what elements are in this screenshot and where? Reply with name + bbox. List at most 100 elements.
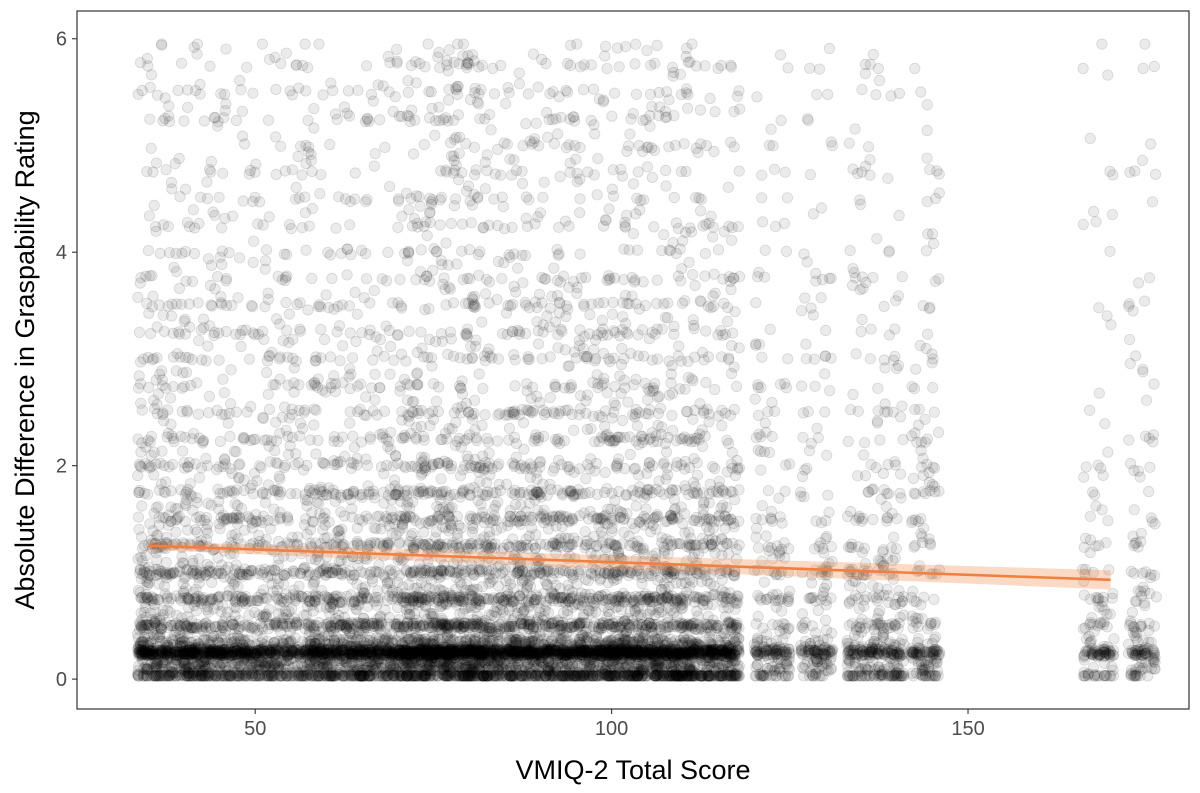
data-point — [429, 129, 441, 141]
data-point — [405, 192, 417, 204]
data-point — [229, 622, 241, 635]
data-point — [219, 408, 231, 421]
data-point — [334, 355, 346, 367]
data-point — [335, 506, 347, 518]
data-point — [180, 500, 192, 512]
data-point — [365, 88, 377, 101]
data-point — [196, 649, 208, 662]
data-point — [133, 458, 145, 470]
data-point — [337, 340, 349, 352]
data-point — [465, 217, 477, 229]
data-point — [403, 325, 415, 337]
data-point — [361, 194, 373, 206]
data-point — [168, 629, 180, 642]
data-point — [200, 523, 213, 536]
data-point — [349, 193, 361, 205]
data-point — [212, 567, 224, 580]
data-point — [217, 167, 229, 179]
data-point — [166, 310, 178, 322]
data-point — [173, 282, 185, 294]
data-point — [141, 166, 153, 178]
data-point — [139, 592, 151, 605]
data-point — [170, 526, 182, 538]
data-point — [249, 191, 261, 203]
data-point — [170, 365, 182, 377]
data-point — [153, 630, 165, 643]
data-point — [290, 593, 302, 605]
data-point — [235, 340, 247, 353]
data-point — [197, 643, 209, 656]
data-point — [299, 38, 311, 50]
data-point — [184, 649, 196, 661]
data-point — [185, 379, 197, 392]
data-point — [214, 435, 226, 448]
data-point — [155, 478, 167, 490]
data-point — [262, 388, 274, 400]
data-point — [175, 619, 187, 631]
data-point — [186, 667, 199, 680]
data-point — [175, 57, 188, 69]
data-point — [187, 557, 199, 570]
data-point — [442, 259, 454, 271]
data-point — [183, 352, 195, 364]
data-point — [179, 648, 191, 660]
data-point — [157, 604, 169, 617]
data-point — [426, 102, 438, 114]
data-point — [136, 619, 148, 631]
data-point — [183, 667, 195, 679]
data-point — [155, 666, 167, 679]
data-point — [243, 609, 255, 621]
data-point — [308, 103, 320, 115]
data-point — [143, 381, 155, 394]
data-point — [166, 183, 178, 195]
data-point — [287, 352, 299, 364]
data-point — [344, 363, 356, 375]
data-point — [143, 460, 155, 472]
data-point — [141, 52, 153, 65]
data-point — [142, 245, 154, 257]
data-point — [281, 324, 293, 336]
data-point — [177, 648, 189, 660]
data-point — [299, 207, 311, 219]
data-point — [164, 667, 176, 679]
data-point — [144, 113, 156, 125]
data-point — [257, 412, 269, 424]
data-point — [347, 457, 360, 470]
data-point — [304, 594, 316, 607]
data-point — [136, 404, 148, 416]
data-point — [204, 60, 216, 72]
data-point — [156, 619, 168, 631]
data-point — [148, 199, 160, 211]
data-point — [435, 165, 447, 177]
data-point — [145, 327, 157, 340]
data-point — [391, 329, 404, 341]
data-point — [338, 101, 351, 113]
data-point — [252, 328, 264, 340]
data-point — [140, 647, 152, 659]
data-point — [407, 148, 420, 160]
data-point — [383, 181, 396, 193]
data-point — [342, 85, 354, 97]
data-point — [182, 84, 194, 96]
data-point — [210, 670, 222, 682]
data-point — [307, 516, 319, 528]
data-point — [186, 659, 199, 672]
data-point — [300, 609, 312, 621]
data-point — [179, 488, 191, 500]
data-point — [175, 620, 187, 632]
data-point — [401, 608, 413, 620]
data-point — [179, 670, 191, 682]
data-point — [476, 59, 488, 71]
data-point — [294, 417, 306, 429]
data-point — [176, 663, 188, 675]
data-point — [317, 457, 330, 469]
data-point — [315, 301, 327, 313]
data-point — [173, 152, 185, 165]
data-point — [200, 511, 212, 524]
data-point — [459, 565, 472, 578]
data-point — [403, 415, 415, 427]
data-point — [221, 486, 233, 498]
data-point — [140, 663, 153, 676]
data-point — [343, 300, 355, 312]
data-point — [179, 246, 192, 258]
